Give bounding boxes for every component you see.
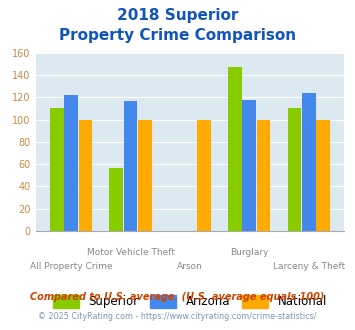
- Bar: [138, 120, 152, 231]
- Legend: Superior, Arizona, National: Superior, Arizona, National: [48, 290, 332, 313]
- Text: Burglary: Burglary: [230, 248, 269, 257]
- Bar: [257, 120, 271, 231]
- Bar: [197, 120, 211, 231]
- Bar: [288, 109, 301, 231]
- Bar: [242, 100, 256, 231]
- Text: Larceny & Theft: Larceny & Theft: [273, 262, 345, 271]
- Bar: [228, 67, 242, 231]
- Bar: [316, 120, 330, 231]
- Bar: [50, 109, 64, 231]
- Text: All Property Crime: All Property Crime: [30, 262, 113, 271]
- Bar: [124, 101, 137, 231]
- Text: Motor Vehicle Theft: Motor Vehicle Theft: [87, 248, 175, 257]
- Bar: [78, 120, 92, 231]
- Bar: [109, 168, 123, 231]
- Text: 2018 Superior: 2018 Superior: [117, 8, 238, 23]
- Bar: [64, 95, 78, 231]
- Bar: [302, 93, 316, 231]
- Text: Compared to U.S. average. (U.S. average equals 100): Compared to U.S. average. (U.S. average …: [30, 292, 325, 302]
- Text: © 2025 CityRating.com - https://www.cityrating.com/crime-statistics/: © 2025 CityRating.com - https://www.city…: [38, 312, 317, 321]
- Text: Arson: Arson: [177, 262, 203, 271]
- Text: Property Crime Comparison: Property Crime Comparison: [59, 28, 296, 43]
